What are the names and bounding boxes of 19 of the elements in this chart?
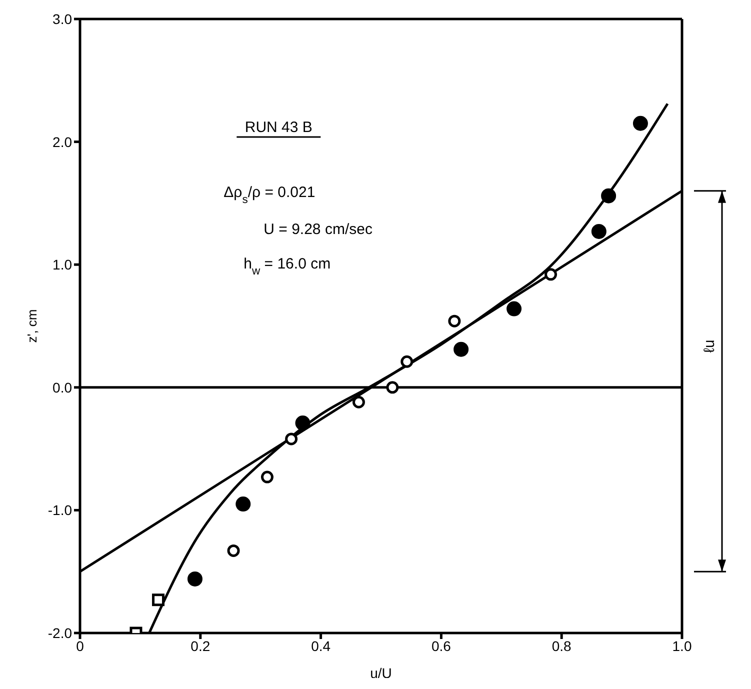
text: ℓu — [701, 340, 718, 353]
annotation: U = 9.28 cm/sec — [264, 220, 373, 238]
annotation: Δρ$_{s}$/ρ = 0.021 — [224, 184, 316, 206]
x-tick-label: 0 — [76, 638, 84, 654]
x-tick-label: 1.0 — [672, 638, 692, 654]
annotation: RUN 43 B — [244, 118, 312, 136]
x-tick-label: 0.2 — [190, 638, 210, 654]
y-tick-label: 3.0 — [52, 10, 72, 27]
y-tick-label: 2.0 — [52, 134, 72, 150]
x-tick-label: 0.8 — [552, 638, 572, 654]
x-tick-label: 0.6 — [431, 638, 452, 654]
x-tick-label: 0.4 — [311, 638, 331, 654]
y-axis-title: z', cm — [24, 309, 40, 343]
x-axis-title: u/U — [370, 665, 392, 681]
y-tick-label: -2.0 — [48, 624, 72, 641]
y-tick-label: 0.0 — [52, 379, 72, 396]
annotation: h$_{w}$ = 16.0 cm — [244, 255, 331, 278]
y-tick-label: -1.0 — [48, 502, 72, 518]
y-tick-label: 1.0 — [52, 256, 72, 273]
